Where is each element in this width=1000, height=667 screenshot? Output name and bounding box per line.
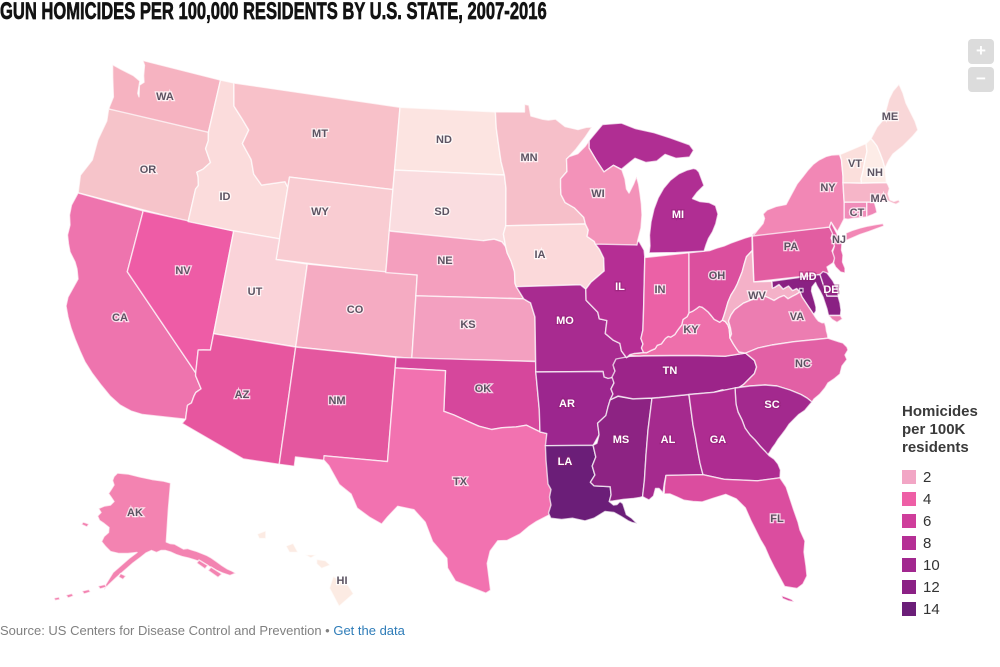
svg-text:CT: CT xyxy=(850,207,865,219)
svg-text:AK: AK xyxy=(127,507,143,519)
svg-text:UT: UT xyxy=(248,286,263,298)
svg-text:TN: TN xyxy=(663,365,678,377)
svg-text:ME: ME xyxy=(882,111,899,123)
svg-text:NH: NH xyxy=(867,167,883,179)
svg-text:CO: CO xyxy=(347,304,364,316)
svg-text:ND: ND xyxy=(436,134,452,146)
svg-text:IA: IA xyxy=(535,249,546,261)
svg-text:MI: MI xyxy=(672,209,684,221)
svg-text:IL: IL xyxy=(615,281,625,293)
svg-text:WV: WV xyxy=(748,290,766,302)
svg-text:KY: KY xyxy=(683,324,699,336)
svg-text:LA: LA xyxy=(558,456,573,468)
svg-text:MO: MO xyxy=(556,315,574,327)
svg-text:IN: IN xyxy=(655,284,666,296)
svg-text:GA: GA xyxy=(710,434,727,446)
svg-text:OH: OH xyxy=(709,270,726,282)
svg-text:WA: WA xyxy=(156,91,174,103)
svg-text:PA: PA xyxy=(784,241,799,253)
svg-text:HI: HI xyxy=(337,575,348,587)
svg-text:DE: DE xyxy=(823,284,838,296)
svg-text:OR: OR xyxy=(140,164,157,176)
svg-text:AZ: AZ xyxy=(235,389,250,401)
svg-text:TX: TX xyxy=(453,476,468,488)
svg-text:KS: KS xyxy=(460,319,475,331)
svg-text:NJ: NJ xyxy=(832,234,846,246)
svg-text:MN: MN xyxy=(520,152,537,164)
svg-text:CA: CA xyxy=(112,312,128,324)
svg-text:OK: OK xyxy=(475,383,492,395)
svg-text:AL: AL xyxy=(661,434,676,446)
svg-text:FL: FL xyxy=(770,513,784,525)
svg-text:NM: NM xyxy=(328,395,345,407)
svg-text:NY: NY xyxy=(820,182,836,194)
svg-text:VT: VT xyxy=(848,158,862,170)
svg-text:MA: MA xyxy=(870,193,887,205)
svg-text:MS: MS xyxy=(613,434,630,446)
svg-text:MT: MT xyxy=(312,128,328,140)
svg-text:NC: NC xyxy=(795,358,811,370)
svg-text:SC: SC xyxy=(764,399,779,411)
svg-text:AR: AR xyxy=(559,398,575,410)
svg-text:SD: SD xyxy=(434,206,449,218)
svg-text:WY: WY xyxy=(311,206,329,218)
svg-text:VA: VA xyxy=(790,311,805,323)
svg-text:NE: NE xyxy=(437,255,452,267)
svg-text:MD: MD xyxy=(799,271,816,283)
svg-text:NV: NV xyxy=(175,265,191,277)
svg-text:WI: WI xyxy=(591,188,604,200)
svg-text:ID: ID xyxy=(220,191,231,203)
